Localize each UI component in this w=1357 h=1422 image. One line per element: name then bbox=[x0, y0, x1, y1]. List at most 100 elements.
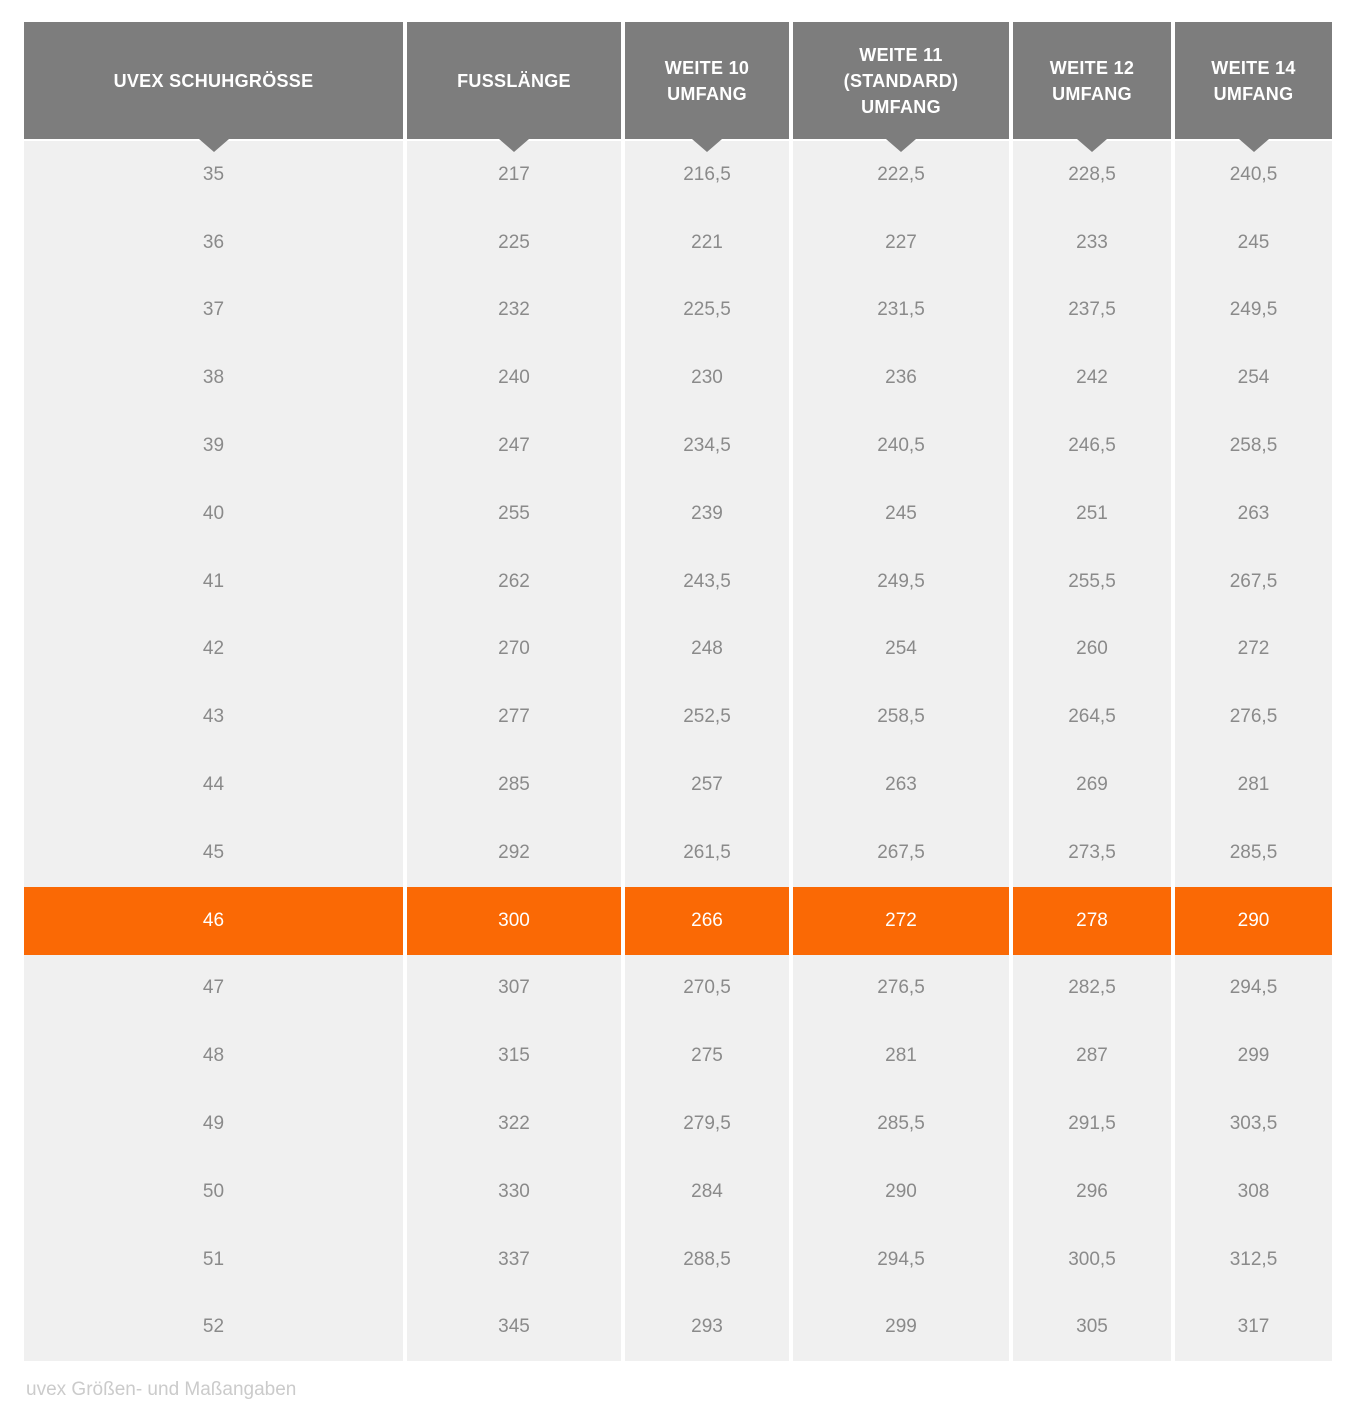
table-cell: 44 bbox=[24, 751, 403, 819]
table-cell: 278 bbox=[1013, 886, 1171, 955]
table-cell: 307 bbox=[407, 954, 621, 1023]
table-header-row: UVEX SCHUHGRÖSSE FUSSLÄNGE WEITE 10 UMFA… bbox=[24, 22, 1332, 152]
size-table: UVEX SCHUHGRÖSSE FUSSLÄNGE WEITE 10 UMFA… bbox=[24, 22, 1332, 1362]
table-cell: 255 bbox=[407, 479, 621, 548]
column-header-weite-14: WEITE 14 UMFANG bbox=[1175, 22, 1332, 152]
table-cell: 251 bbox=[1013, 479, 1171, 548]
table-row[interactable]: 38 240 230 236 242 254 bbox=[24, 344, 1332, 413]
table-cell: 266 bbox=[625, 886, 789, 955]
table-cell: 285,5 bbox=[1175, 818, 1332, 887]
table-cell: 52 bbox=[24, 1293, 403, 1362]
table-cell: 290 bbox=[1175, 886, 1332, 955]
table-cell: 303,5 bbox=[1175, 1090, 1332, 1158]
table-cell: 225 bbox=[407, 208, 621, 277]
table-cell: 279,5 bbox=[625, 1090, 789, 1158]
table-cell: 46 bbox=[24, 886, 403, 955]
table-cell: 267,5 bbox=[793, 818, 1009, 887]
table-cell: 287 bbox=[1013, 1022, 1171, 1091]
table-cell: 312,5 bbox=[1175, 1225, 1332, 1294]
table-cell: 234,5 bbox=[625, 412, 789, 480]
table-cell: 36 bbox=[24, 208, 403, 277]
table-row[interactable]: 44 285 257 263 269 281 bbox=[24, 751, 1332, 819]
table-row[interactable]: 40 255 239 245 251 263 bbox=[24, 479, 1332, 548]
table-cell: 337 bbox=[407, 1225, 621, 1294]
table-row[interactable]: 45 292 261,5 267,5 273,5 285,5 bbox=[24, 818, 1332, 887]
table-row[interactable]: 36 225 221 227 233 245 bbox=[24, 208, 1332, 277]
column-header-label: WEITE 14 UMFANG bbox=[1211, 57, 1296, 104]
table-cell: 240,5 bbox=[793, 412, 1009, 480]
table-cell: 300,5 bbox=[1013, 1225, 1171, 1294]
table-cell: 345 bbox=[407, 1293, 621, 1362]
table-cell: 49 bbox=[24, 1090, 403, 1158]
table-row[interactable]: 48 315 275 281 287 299 bbox=[24, 1022, 1332, 1091]
table-row[interactable]: 41 262 243,5 249,5 255,5 267,5 bbox=[24, 547, 1332, 616]
table-cell: 236 bbox=[793, 344, 1009, 413]
table-cell: 299 bbox=[793, 1293, 1009, 1362]
table-cell: 293 bbox=[625, 1293, 789, 1362]
table-row[interactable]: 47 307 270,5 276,5 282,5 294,5 bbox=[24, 954, 1332, 1023]
table-row[interactable]: 39 247 234,5 240,5 246,5 258,5 bbox=[24, 412, 1332, 480]
table-row-highlighted[interactable]: 46 300 266 272 278 290 bbox=[24, 886, 1332, 955]
table-row[interactable]: 51 337 288,5 294,5 300,5 312,5 bbox=[24, 1225, 1332, 1294]
table-cell: 245 bbox=[1175, 208, 1332, 277]
table-cell: 42 bbox=[24, 615, 403, 684]
table-cell: 322 bbox=[407, 1090, 621, 1158]
table-cell: 255,5 bbox=[1013, 547, 1171, 616]
table-row[interactable]: 49 322 279,5 285,5 291,5 303,5 bbox=[24, 1090, 1332, 1158]
table-cell: 240,5 bbox=[1175, 141, 1332, 209]
table-cell: 227 bbox=[793, 208, 1009, 277]
table-cell: 330 bbox=[407, 1157, 621, 1226]
table-cell: 294,5 bbox=[1175, 954, 1332, 1023]
table-cell: 39 bbox=[24, 412, 403, 480]
table-cell: 284 bbox=[625, 1157, 789, 1226]
table-cell: 35 bbox=[24, 141, 403, 209]
table-row[interactable]: 52 345 293 299 305 317 bbox=[24, 1293, 1332, 1362]
table-cell: 285 bbox=[407, 751, 621, 819]
column-header-label: WEITE 11 (STANDARD) UMFANG bbox=[843, 44, 959, 117]
table-cell: 51 bbox=[24, 1225, 403, 1294]
table-cell: 273,5 bbox=[1013, 818, 1171, 887]
table-cell: 254 bbox=[1175, 344, 1332, 413]
table-row[interactable]: 35 217 216,5 222,5 228,5 240,5 bbox=[24, 141, 1332, 209]
table-cell: 47 bbox=[24, 954, 403, 1023]
table-cell: 296 bbox=[1013, 1157, 1171, 1226]
table-row[interactable]: 37 232 225,5 231,5 237,5 249,5 bbox=[24, 276, 1332, 345]
table-cell: 292 bbox=[407, 818, 621, 887]
table-cell: 240 bbox=[407, 344, 621, 413]
table-cell: 276,5 bbox=[1175, 683, 1332, 752]
table-caption: uvex Größen- und Maßangaben bbox=[26, 1379, 297, 1400]
table-cell: 258,5 bbox=[1175, 412, 1332, 480]
table-cell: 247 bbox=[407, 412, 621, 480]
column-header-fusslaenge: FUSSLÄNGE bbox=[407, 22, 621, 152]
triangle-down-icon bbox=[692, 139, 722, 152]
table-cell: 315 bbox=[407, 1022, 621, 1091]
table-cell: 252,5 bbox=[625, 683, 789, 752]
table-row[interactable]: 42 270 248 254 260 272 bbox=[24, 615, 1332, 684]
column-header-schuhgroesse: UVEX SCHUHGRÖSSE bbox=[24, 22, 403, 152]
table-cell: 222,5 bbox=[793, 141, 1009, 209]
table-cell: 272 bbox=[1175, 615, 1332, 684]
table-cell: 263 bbox=[793, 751, 1009, 819]
table-cell: 291,5 bbox=[1013, 1090, 1171, 1158]
triangle-down-icon bbox=[886, 139, 916, 152]
table-cell: 281 bbox=[793, 1022, 1009, 1091]
table-cell: 258,5 bbox=[793, 683, 1009, 752]
table-cell: 231,5 bbox=[793, 276, 1009, 345]
table-row[interactable]: 50 330 284 290 296 308 bbox=[24, 1157, 1332, 1226]
table-cell: 41 bbox=[24, 547, 403, 616]
column-header-label: WEITE 10 UMFANG bbox=[664, 57, 750, 104]
table-cell: 267,5 bbox=[1175, 547, 1332, 616]
table-cell: 249,5 bbox=[793, 547, 1009, 616]
table-cell: 221 bbox=[625, 208, 789, 277]
triangle-down-icon bbox=[499, 139, 529, 152]
table-row[interactable]: 43 277 252,5 258,5 264,5 276,5 bbox=[24, 683, 1332, 752]
table-cell: 45 bbox=[24, 818, 403, 887]
table-cell: 233 bbox=[1013, 208, 1171, 277]
table-cell: 43 bbox=[24, 683, 403, 752]
table-cell: 276,5 bbox=[793, 954, 1009, 1023]
table-cell: 246,5 bbox=[1013, 412, 1171, 480]
column-header-weite-12: WEITE 12 UMFANG bbox=[1013, 22, 1171, 152]
table-cell: 294,5 bbox=[793, 1225, 1009, 1294]
table-cell: 260 bbox=[1013, 615, 1171, 684]
table-cell: 50 bbox=[24, 1157, 403, 1226]
